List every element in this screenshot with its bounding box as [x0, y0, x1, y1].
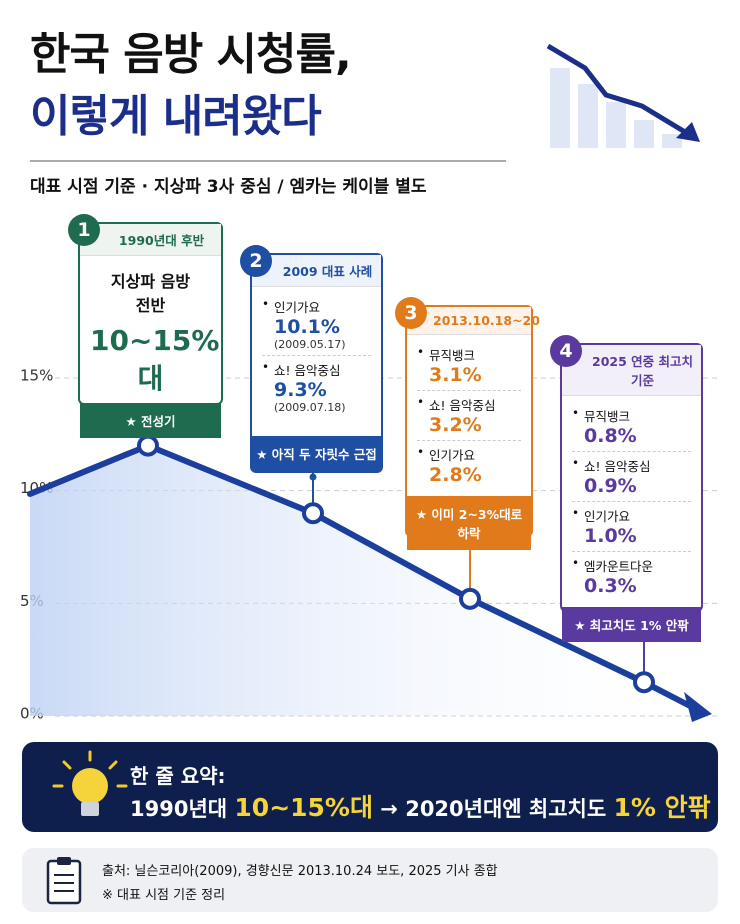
point	[302, 502, 324, 525]
item-date: (2009.07.18)	[274, 401, 346, 414]
area-fill	[30, 445, 712, 716]
summary-from-period: 1990년대	[130, 797, 228, 821]
card-period: 2025 연중 최고치 기준	[562, 345, 701, 396]
item-name: 인기가요	[274, 300, 321, 315]
line-lead	[27, 442, 151, 497]
card-number: 1	[68, 214, 100, 246]
subtitle: 대표 시점 기준 · 지상파 3사 중심 / 엠카는 케이블 별도	[30, 177, 427, 197]
item-name: 엠카운트다운	[584, 559, 654, 574]
point	[459, 587, 481, 610]
top-decoration	[546, 43, 700, 148]
card-footer: ★ 아직 두 자릿수 근접	[252, 436, 381, 471]
card-value: 10~15%대	[90, 324, 220, 395]
item-value: 1.0%	[584, 525, 637, 547]
source-line1: 출처: 닐슨코리아(2009), 경향신문 2013.10.24 보도, 202…	[102, 864, 498, 879]
item-name: 뮤직뱅크	[429, 348, 476, 363]
card-number: 2	[240, 245, 272, 277]
card-text: 전반	[135, 296, 166, 315]
source-line2: ※ 대표 시점 기준 정리	[102, 888, 226, 903]
item-value: 9.3%	[274, 379, 327, 401]
title-line1: 한국 음방 시청률,	[30, 29, 352, 80]
card-footer: ★ 전성기	[80, 403, 221, 438]
item-value: 2.8%	[429, 464, 482, 486]
summary-to-value: 1% 안팎	[613, 793, 711, 822]
card-period: 1990년대 후반	[80, 224, 221, 256]
item-name: 쇼! 음악중심	[274, 363, 341, 378]
card-footer: ★ 이미 2~3%대로 하락	[407, 496, 531, 550]
card-footer: ★ 최고치도 1% 안팎	[562, 607, 701, 642]
line	[146, 442, 646, 685]
summary-box: 한 줄 요약: 1990년대 10~15%대 → 2020년대엔 최고치도 1%…	[22, 742, 718, 832]
title-line2: 이렇게 내려왔다	[30, 91, 322, 142]
item-name: 뮤직뱅크	[584, 409, 631, 424]
item-name: 인기가요	[584, 509, 631, 524]
card-period: 2009 대표 사례	[252, 255, 381, 287]
summary-from-value: 10~15%대	[234, 793, 373, 822]
source-box: 출처: 닐슨코리아(2009), 경향신문 2013.10.24 보도, 202…	[22, 848, 718, 912]
summary-line: 1990년대 10~15%대 → 2020년대엔 최고치도 1% 안팎	[130, 788, 711, 824]
connector-dot	[309, 473, 317, 481]
item-value: 0.8%	[584, 425, 637, 447]
item-value: 0.9%	[584, 475, 637, 497]
item-value: 0.3%	[584, 575, 637, 597]
y-tick-label: 15%	[20, 367, 53, 385]
item-name: 쇼! 음악중심	[584, 459, 651, 474]
item-name: 인기가요	[429, 448, 476, 463]
item-date: (2009.05.17)	[274, 338, 346, 351]
bulb-icon	[52, 750, 128, 816]
point	[633, 671, 655, 694]
item-value: 3.1%	[429, 364, 482, 386]
line-arrowhead	[684, 692, 712, 722]
card-period: 2013.10.18~20	[407, 307, 540, 335]
card-number: 3	[395, 297, 427, 329]
point	[137, 434, 159, 457]
card-text: 지상파 음방	[110, 272, 191, 291]
clipboard-icon	[46, 857, 82, 905]
card-number: 4	[550, 335, 582, 367]
summary-middle: → 2020년대엔 최고치도	[380, 797, 607, 821]
item-value: 3.2%	[429, 414, 482, 436]
item-value: 10.1%	[274, 316, 340, 338]
summary-label: 한 줄 요약:	[130, 764, 226, 788]
item-name: 쇼! 음악중심	[429, 398, 496, 413]
